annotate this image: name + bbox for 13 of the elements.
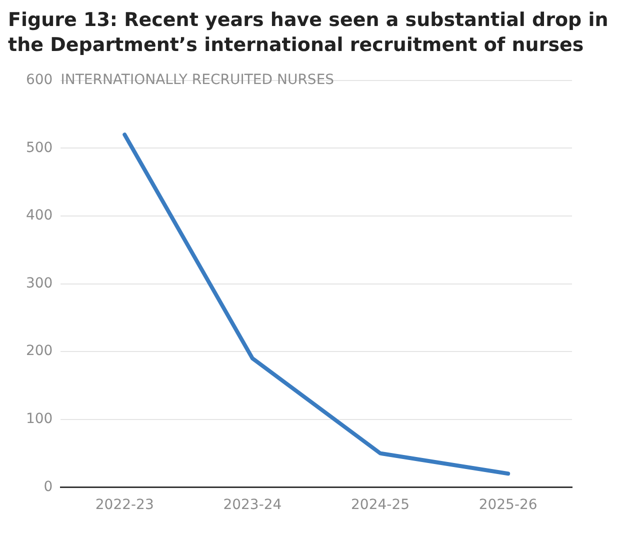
x-tick-label: 2024-25 — [351, 497, 410, 514]
y-tick-label: 0 — [44, 478, 53, 495]
y-tick-label: 500 — [26, 140, 53, 156]
y-tick-label: 100 — [26, 411, 53, 428]
x-tick-label: 2023-24 — [223, 497, 282, 514]
y-axis-title: INTERNATIONALLY RECRUITED NURSES — [60, 72, 334, 88]
x-tick-label: 2022-23 — [95, 497, 154, 514]
y-tick-label: 400 — [26, 208, 53, 224]
y-tick-label: 600 — [26, 72, 53, 88]
chart-title: Figure 13: Recent years have seen a substantial drop in the Department’s international recruitment of nurses — [8, 8, 610, 58]
x-tick-label: 2025-26 — [478, 497, 538, 514]
y-tick-label: 300 — [26, 275, 53, 292]
y-tick-label: 200 — [26, 343, 53, 360]
